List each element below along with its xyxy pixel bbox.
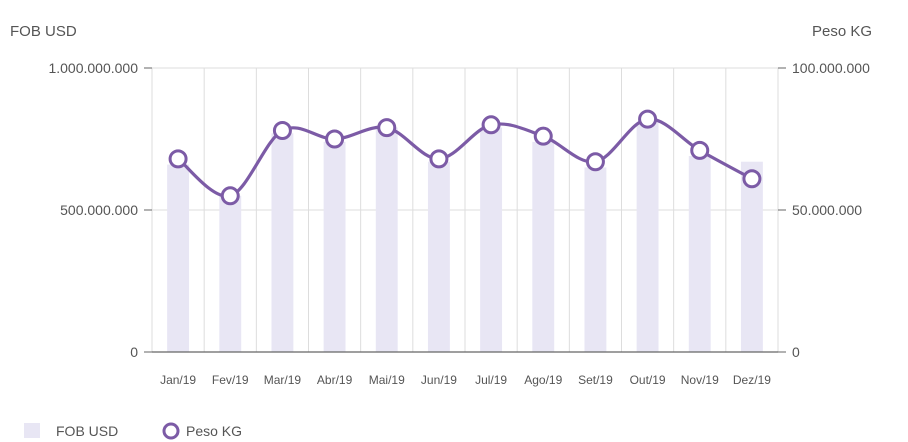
point-nov-19 (690, 140, 710, 160)
right-axis-tick-label: 50.000.000 (792, 202, 862, 218)
point-ago-19 (533, 126, 553, 146)
bar-jun-19 (427, 161, 450, 352)
point-fev-19 (220, 186, 240, 206)
point-out-19 (638, 109, 658, 129)
x-axis-tick-label: Jul/19 (475, 373, 507, 387)
x-axis-tick-label: Dez/19 (733, 373, 771, 387)
bar-set-19 (584, 167, 607, 352)
bar-nov-19 (688, 156, 711, 352)
bar-abr-19 (323, 141, 346, 352)
left-axis-tick-label: 500.000.000 (60, 202, 138, 218)
point-jan-19 (168, 149, 188, 169)
axes: 0 500.000.000 1.000.000.000 0 50.000.000 100.… (48, 60, 870, 387)
x-axis-tick-label: Jun/19 (421, 373, 457, 387)
point-jun-19 (429, 149, 449, 169)
point-mar-19 (272, 120, 292, 140)
legend-line-label: Peso KG (186, 423, 242, 439)
left-axis-tick-label: 0 (130, 344, 138, 360)
bar-ago-19 (532, 141, 555, 352)
point-abr-19 (325, 129, 345, 149)
x-axis-tick-label: Jan/19 (160, 373, 196, 387)
bar-out-19 (636, 121, 659, 353)
x-axis-tick-label: Ago/19 (524, 373, 562, 387)
right-axis-tick-label: 100.000.000 (792, 60, 870, 76)
point-jul-19 (481, 115, 501, 135)
legend: FOB USD Peso KG (24, 422, 242, 440)
bar-jul-19 (480, 127, 503, 352)
bar-dez-19 (740, 161, 763, 352)
grid (151, 67, 779, 352)
left-axis-tick-label: 1.000.000.000 (48, 60, 138, 76)
legend-bar-swatch (24, 423, 40, 438)
legend-bar-label: FOB USD (56, 423, 118, 439)
x-axis-tick-label: Abr/19 (317, 373, 353, 387)
bar-jan-19 (167, 164, 190, 352)
right-axis-tick-label: 0 (792, 344, 800, 360)
x-axis-tick-label: Out/19 (630, 373, 666, 387)
point-mai-19 (377, 118, 397, 138)
legend-line-marker (162, 422, 180, 440)
line-series (168, 109, 762, 206)
x-axis-tick-label: Mar/19 (264, 373, 302, 387)
bar-mar-19 (271, 133, 294, 352)
point-set-19 (585, 152, 605, 172)
bar-series (167, 121, 763, 353)
left-axis-title: FOB USD (10, 23, 77, 40)
x-axis-tick-label: Nov/19 (681, 373, 719, 387)
x-axis-tick-label: Mai/19 (369, 373, 405, 387)
point-dez-19 (742, 169, 762, 189)
x-axis-tick-label: Set/19 (578, 373, 613, 387)
x-axis-tick-label: Fev/19 (212, 373, 249, 387)
bar-fev-19 (219, 195, 242, 352)
right-axis-title: Peso KG (812, 23, 872, 40)
bar-mai-19 (375, 127, 398, 352)
